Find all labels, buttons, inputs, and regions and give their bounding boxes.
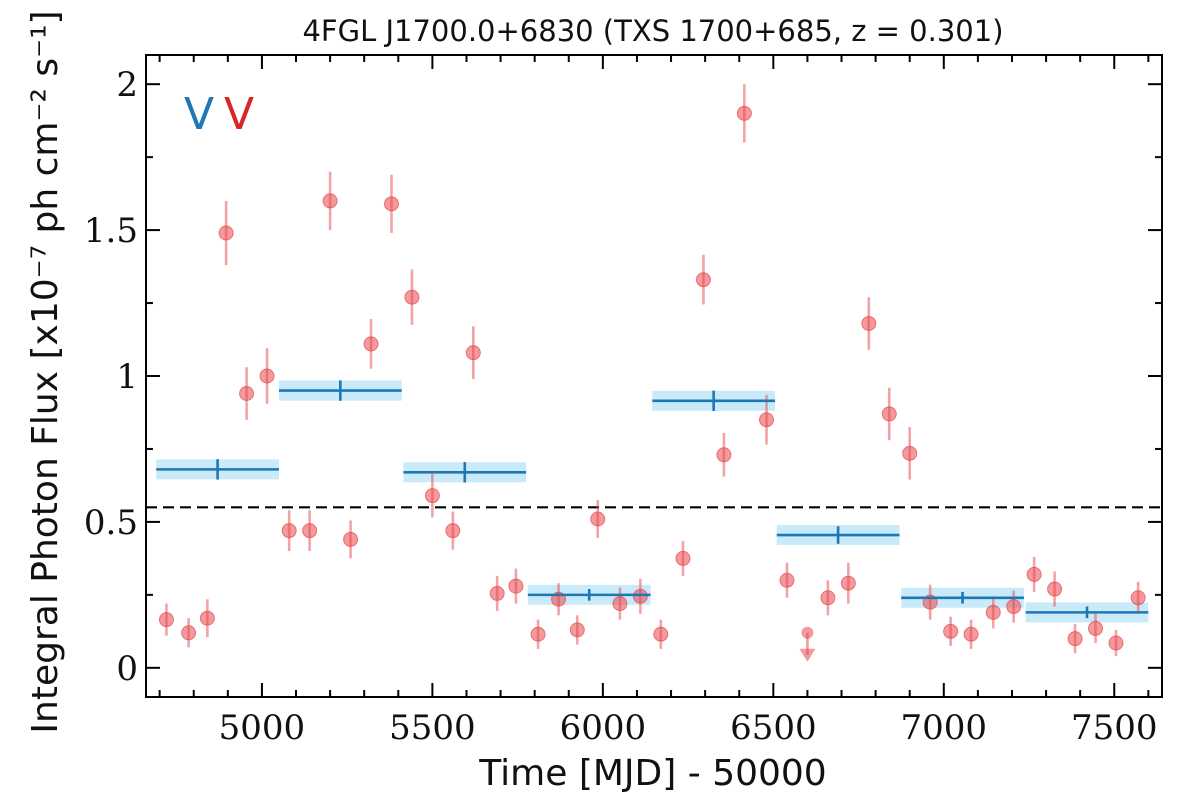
flux-point: [1067, 631, 1083, 647]
y-tick-label: 0.5: [84, 503, 138, 543]
flux-point: [199, 610, 215, 626]
flux-point: [181, 625, 197, 641]
flux-point: [343, 531, 359, 547]
ticks-layer: [146, 55, 1162, 697]
flux-point: [840, 575, 856, 591]
flux-point: [383, 196, 399, 212]
x-tick-label: 6500: [730, 708, 817, 748]
flux-point: [590, 511, 606, 527]
flux-point: [861, 315, 877, 331]
flux-point: [465, 345, 481, 361]
x-tick-label: 6000: [560, 708, 647, 748]
flux-point: [1108, 635, 1124, 651]
chart-title: 4FGL J1700.0+6830 (TXS 1700+685, z = 0.3…: [302, 14, 1003, 48]
flux-point: [675, 550, 691, 566]
flux-point: [404, 289, 420, 305]
flux-point: [779, 572, 795, 588]
y-tick-label: 1: [116, 357, 138, 397]
flux-points-layer: [158, 84, 1146, 657]
flux-point: [281, 523, 297, 539]
flux-point: [259, 368, 275, 384]
plot-area: [146, 84, 1162, 662]
x-tick-label: 7500: [1071, 708, 1158, 748]
bin-lines-layer: [156, 380, 1149, 619]
y-tick-label: 2: [116, 65, 138, 105]
legend-entry-red: V: [224, 89, 254, 140]
flux-point: [695, 272, 711, 288]
flux-point: [1130, 590, 1146, 606]
flux-point: [943, 623, 959, 639]
flux-point: [985, 604, 1001, 620]
y-axis-title: Integral Photon Flux [x10⁻⁷ ph cm⁻² s⁻¹]: [25, 10, 66, 733]
flux-point: [218, 225, 234, 241]
flux-point: [1026, 566, 1042, 582]
flux-point: [530, 626, 546, 642]
flux-point: [322, 193, 338, 209]
flux-point: [508, 578, 524, 594]
y-tick-label: 1.5: [84, 211, 138, 251]
flux-point: [759, 412, 775, 428]
flux-point: [239, 386, 255, 402]
x-tick-label: 5500: [389, 708, 476, 748]
flux-point: [632, 588, 648, 604]
flux-point: [820, 590, 836, 606]
flux-point: [881, 406, 897, 422]
flux-point: [1047, 581, 1063, 597]
y-tick-label: 0: [116, 649, 138, 689]
flux-point: [716, 447, 732, 463]
flux-point: [569, 622, 585, 638]
flux-point: [653, 626, 669, 642]
upper-limit-arrow: [799, 648, 816, 662]
flux-point: [963, 626, 979, 642]
flux-point: [445, 523, 461, 539]
flux-point: [158, 612, 174, 628]
flux-point: [302, 523, 318, 539]
x-tick-label: 7000: [901, 708, 988, 748]
flux-point: [424, 488, 440, 504]
flux-point: [363, 336, 379, 352]
tick-labels-layer: 5000 5500 6000 6500 7000 7500 0 0.5 1 1.5 2: [84, 65, 1158, 748]
upper-limit-layer: [799, 626, 816, 662]
x-tick-label: 5000: [219, 708, 306, 748]
flux-point: [489, 585, 505, 601]
flux-point: [612, 596, 628, 612]
x-axis-title: Time [MJD] - 50000: [478, 753, 826, 794]
flux-point: [902, 445, 918, 461]
flux-point: [1006, 599, 1022, 615]
flux-point: [736, 105, 752, 121]
legend-entry-blue: V: [184, 89, 214, 140]
flux-point: [1088, 620, 1104, 636]
